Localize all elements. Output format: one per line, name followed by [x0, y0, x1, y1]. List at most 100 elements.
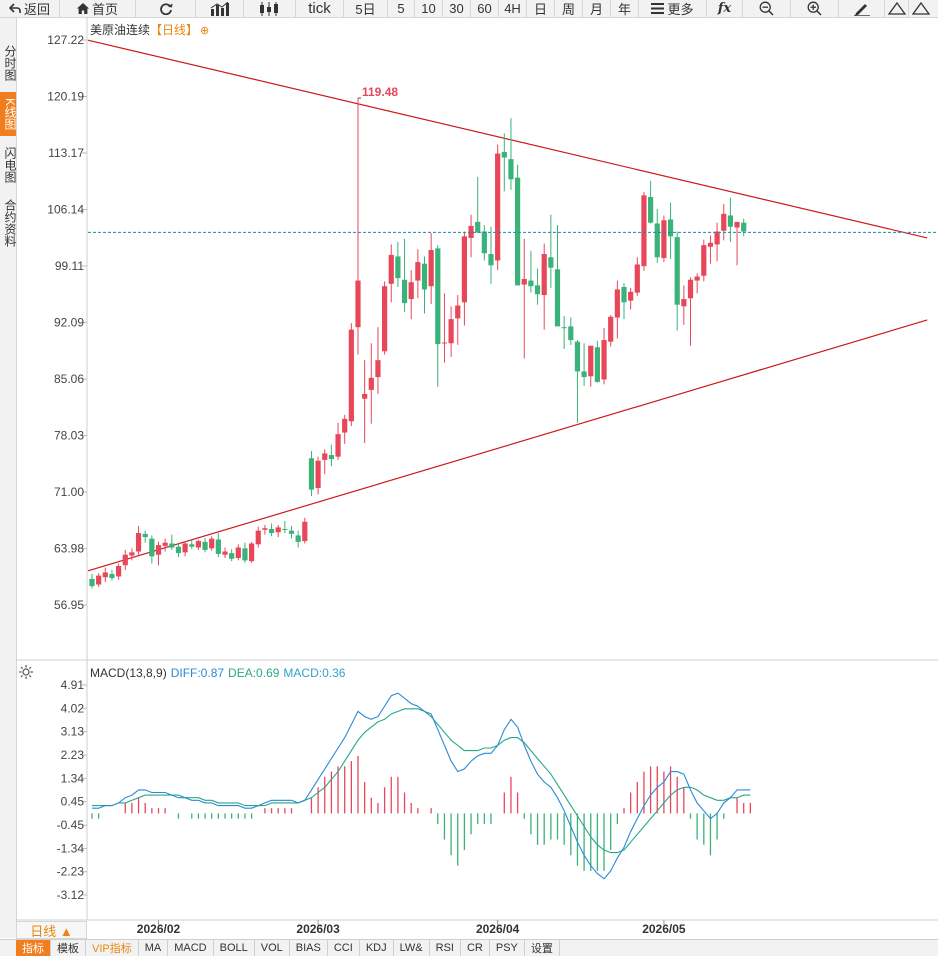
candle	[155, 541, 162, 566]
draw-triangle-button-2[interactable]	[909, 0, 933, 17]
tab-kline[interactable]: K线图	[0, 92, 17, 136]
candle-bars-button[interactable]	[244, 0, 296, 17]
period-month[interactable]: 月	[583, 0, 611, 17]
candle	[122, 549, 128, 571]
indicator-tab-lw[interactable]: LW&	[394, 940, 430, 956]
formula-button[interactable]: fx	[707, 0, 743, 17]
macd-tick-label: 2.23	[61, 748, 85, 762]
candle	[588, 345, 594, 387]
candle-body	[621, 287, 627, 303]
candle	[162, 538, 168, 552]
candle	[481, 225, 487, 261]
indicator-tab-bias[interactable]: BIAS	[290, 940, 328, 956]
candle	[235, 544, 241, 561]
home-button[interactable]: 首页	[60, 0, 136, 17]
indicator-tab-1[interactable]: 模板	[51, 940, 86, 956]
candle	[621, 282, 627, 320]
indicator-tab-rsi[interactable]: RSI	[430, 940, 461, 956]
indicator-tab-vip[interactable]: VIP指标	[86, 940, 139, 956]
high-price-label: 119.48	[362, 85, 398, 99]
macd-tick-label: -0.45	[57, 818, 85, 832]
candle	[594, 340, 600, 383]
time-tick-label: 2026/02	[137, 922, 181, 936]
period-10min[interactable]: 10	[415, 0, 443, 17]
candle	[435, 245, 441, 387]
macd-tick-label: 4.91	[61, 678, 85, 692]
candle	[109, 570, 115, 581]
more-button[interactable]: 更多	[639, 0, 707, 17]
tab-timeshare[interactable]: 分时图	[3, 45, 17, 81]
period-60min[interactable]: 60	[471, 0, 499, 17]
candle-body	[581, 371, 587, 378]
draw-line-button[interactable]	[839, 0, 885, 17]
candle	[661, 215, 667, 263]
period-5min[interactable]: 5	[388, 0, 415, 17]
candle-body	[714, 231, 720, 245]
candle	[268, 523, 275, 537]
candle	[674, 231, 680, 331]
indicator-tab-kdj[interactable]: KDJ	[360, 940, 394, 956]
candle-body	[255, 530, 261, 545]
period-30min[interactable]: 30	[443, 0, 471, 17]
candle-body	[175, 546, 182, 554]
candle-body	[102, 572, 108, 578]
candle-body	[501, 151, 507, 158]
candle-body	[229, 553, 235, 559]
indicator-tab-macd[interactable]: MACD	[168, 940, 214, 956]
period-selector[interactable]: 日线 ▲	[16, 921, 87, 939]
indicator-tab-14[interactable]: 设置	[525, 940, 560, 956]
candle	[222, 547, 228, 558]
macd-dea-value: DEA:0.69	[228, 666, 280, 680]
candle	[142, 530, 148, 543]
candle	[368, 343, 374, 424]
refresh-button[interactable]	[136, 0, 196, 17]
candle-body	[461, 236, 467, 303]
candle	[415, 249, 421, 299]
function-icon: fx	[717, 1, 732, 16]
add-icon[interactable]: ⊕	[200, 25, 210, 37]
candle-body	[116, 566, 122, 577]
candle	[501, 133, 507, 192]
indicator-tab-cci[interactable]: CCI	[328, 940, 360, 956]
tab-contract-info[interactable]: 合约资料	[3, 199, 17, 247]
candle-body	[541, 254, 547, 296]
price-tick-label: 92.09	[54, 315, 84, 329]
tick-button[interactable]: tick	[296, 0, 344, 17]
candle-body	[415, 262, 421, 281]
candle-body	[355, 280, 361, 328]
period-4h[interactable]: 4H	[499, 0, 527, 17]
candle	[342, 414, 348, 444]
tab-flash-chart[interactable]: 闪电图	[3, 147, 17, 183]
indicator-tab-psy[interactable]: PSY	[490, 940, 525, 956]
draw-triangle-button[interactable]	[885, 0, 909, 17]
candle	[401, 238, 408, 312]
macd-tick-label: 3.13	[61, 725, 85, 739]
period-5day[interactable]: 5日	[344, 0, 388, 17]
indicator-tab-vol[interactable]: VOL	[255, 940, 290, 956]
candle-body	[421, 263, 428, 290]
candle-body	[681, 299, 687, 307]
zoom-out-button[interactable]	[743, 0, 791, 17]
settings-icon[interactable]	[19, 665, 33, 679]
candle-body	[574, 341, 581, 372]
period-year[interactable]: 年	[611, 0, 639, 17]
macd-legend: MACD(13,8,9) DIFF:0.87 DEA:0.69 MACD:0.36	[90, 666, 345, 680]
period-week[interactable]: 周	[555, 0, 583, 17]
indicator-tab-boll[interactable]: BOLL	[214, 940, 255, 956]
candle-body	[335, 434, 341, 457]
candle-body	[382, 286, 388, 352]
candle	[89, 574, 95, 589]
diff-line	[92, 692, 751, 880]
indicator-tab-0[interactable]: 指标	[16, 940, 51, 956]
zoom-in-button[interactable]	[791, 0, 839, 17]
candle-body	[302, 521, 308, 542]
period-day[interactable]: 日	[527, 0, 555, 17]
candle-body	[328, 455, 334, 460]
candle-chart-button[interactable]	[196, 0, 244, 17]
indicator-tab-ma[interactable]: MA	[139, 940, 169, 956]
indicator-tab-cr[interactable]: CR	[461, 940, 490, 956]
candle	[255, 526, 261, 548]
back-button[interactable]: 返回	[0, 0, 60, 17]
candle	[441, 293, 448, 363]
